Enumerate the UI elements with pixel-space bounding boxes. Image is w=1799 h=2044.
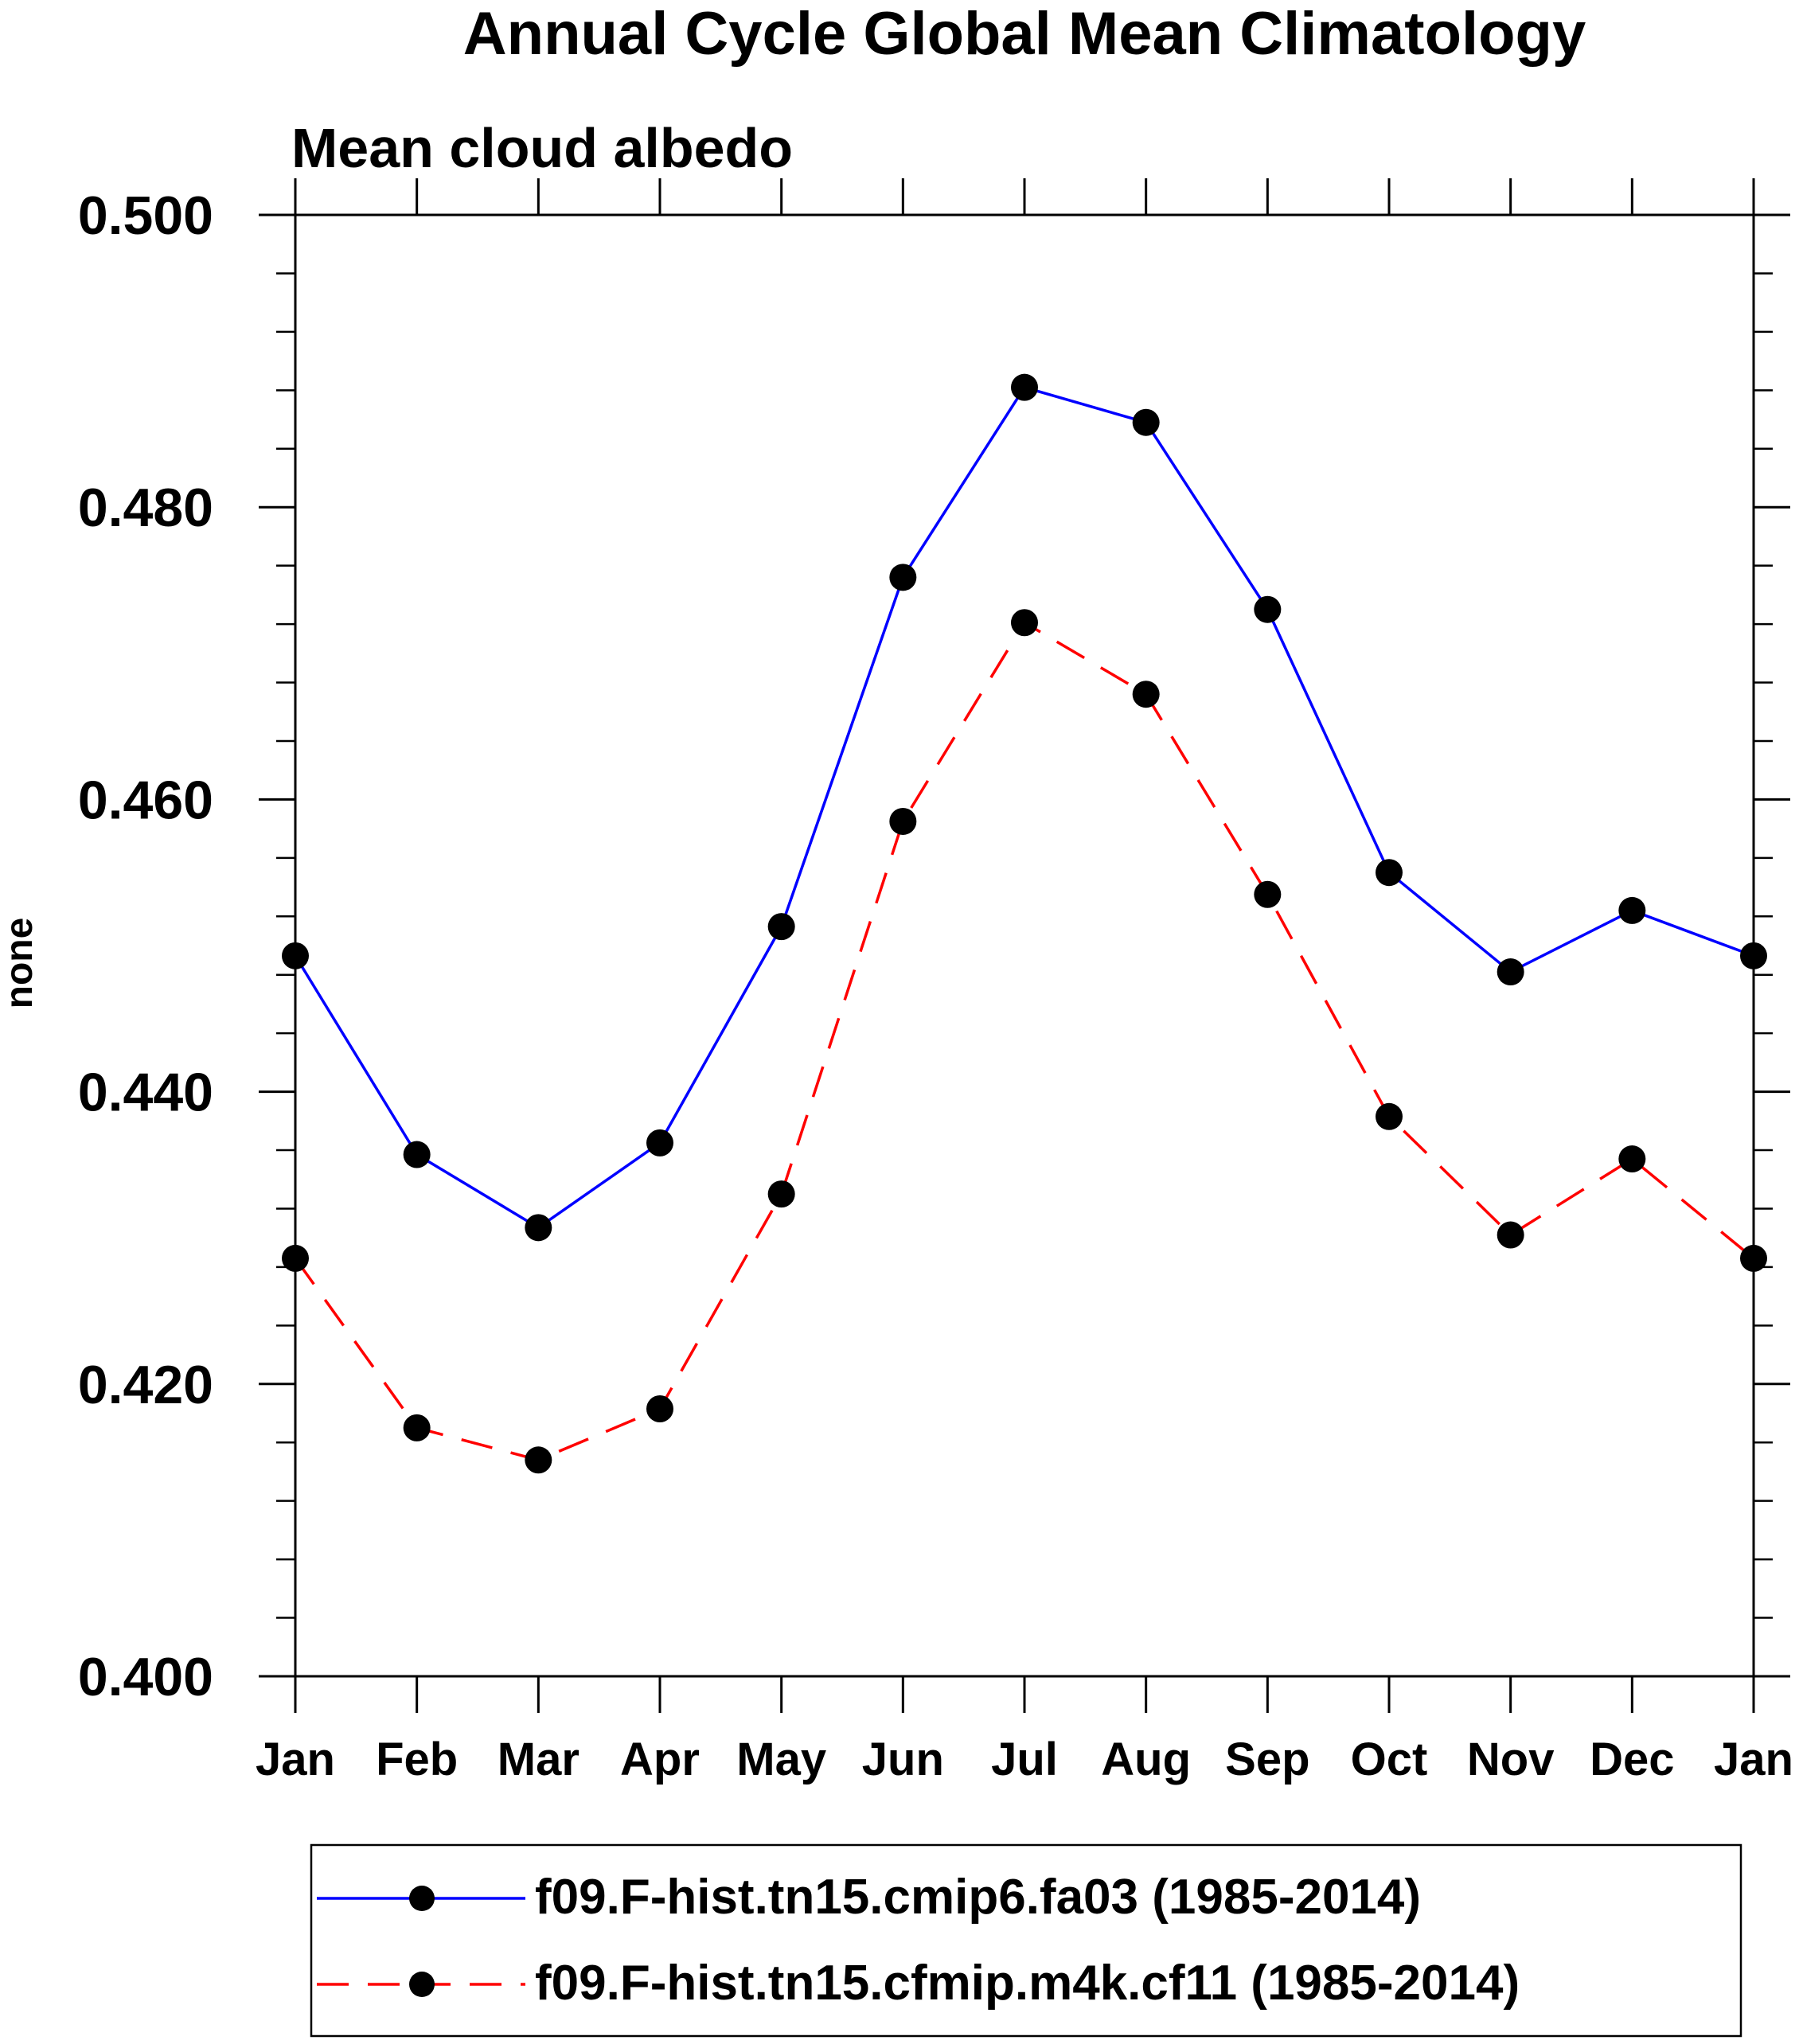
data-point-0 <box>403 1141 431 1168</box>
y-tick-label: 0.400 <box>78 1647 213 1707</box>
y-axis: 0.400 0.420 0.440 0.460 0.480 0.500 <box>78 185 1790 1707</box>
data-point-1 <box>1740 1244 1767 1272</box>
data-point-0 <box>1740 942 1767 969</box>
data-point-0 <box>282 942 309 969</box>
data-point-1 <box>1497 1221 1524 1249</box>
data-point-1 <box>282 1244 309 1272</box>
data-point-1 <box>1132 681 1160 708</box>
legend-marker-0 <box>409 1886 435 1911</box>
y-tick-label: 0.460 <box>78 770 213 830</box>
x-tick-label: Feb <box>376 1734 458 1785</box>
chart-subtitle: Mean cloud albedo <box>291 117 793 179</box>
series-layer <box>282 373 1767 1474</box>
x-tick-label: Sep <box>1225 1734 1309 1785</box>
data-point-1 <box>403 1414 431 1441</box>
y-tick-label: 0.480 <box>78 478 213 538</box>
x-tick-label: Aug <box>1101 1734 1191 1785</box>
x-tick-label: Jan <box>1714 1734 1793 1785</box>
x-tick-label: Jul <box>991 1734 1058 1785</box>
chart-title: Annual Cycle Global Mean Climatology <box>463 0 1586 68</box>
legend-marker-1 <box>409 1972 435 1997</box>
plot-frame <box>294 213 1755 1678</box>
data-point-0 <box>1376 859 1403 887</box>
data-point-1 <box>767 1180 795 1208</box>
series-line-1 <box>294 621 1755 1462</box>
legend-box <box>310 1843 1742 2038</box>
y-tick-label: 0.500 <box>78 185 213 246</box>
data-point-0 <box>1618 896 1646 924</box>
y-tick-label: 0.440 <box>78 1063 213 1123</box>
x-tick-label: Nov <box>1467 1734 1555 1785</box>
data-point-1 <box>1618 1145 1646 1173</box>
data-point-1 <box>889 807 917 835</box>
x-tick-label: Jun <box>862 1734 944 1785</box>
x-tick-label: Oct <box>1351 1734 1428 1785</box>
data-point-0 <box>646 1129 673 1157</box>
series-line-0 <box>294 385 1754 1230</box>
data-point-0 <box>889 564 917 591</box>
y-axis-label: none <box>0 918 41 1009</box>
x-tick-label: Dec <box>1590 1734 1674 1785</box>
x-tick-label: Jan <box>256 1734 335 1785</box>
data-point-1 <box>1011 609 1038 637</box>
x-axis: Jan Feb Mar Apr May Jun Jul Aug Sep Oct Nov Dec Jan <box>256 178 1793 1785</box>
data-point-0 <box>525 1214 552 1242</box>
data-point-0 <box>1254 595 1282 623</box>
legend-label-0: f09.F-hist.tn15.cmip6.fa03 (1985-2014) <box>535 1870 1421 1925</box>
y-tick-label: 0.420 <box>78 1355 213 1415</box>
x-tick-label: May <box>736 1734 826 1785</box>
data-point-1 <box>646 1395 673 1423</box>
data-point-0 <box>1011 373 1038 401</box>
data-point-0 <box>767 913 795 941</box>
data-point-1 <box>525 1446 552 1474</box>
legend: f09.F-hist.tn15.cmip6.fa03 (1985-2014) f… <box>310 1843 1742 2038</box>
data-point-0 <box>1497 958 1524 986</box>
data-point-1 <box>1376 1102 1403 1130</box>
x-tick-label: Apr <box>620 1734 700 1785</box>
x-tick-label: Mar <box>498 1734 580 1785</box>
data-point-1 <box>1254 880 1282 908</box>
data-point-0 <box>1132 408 1160 436</box>
legend-label-1: f09.F-hist.tn15.cfmip.m4k.cf11 (1985-201… <box>535 1956 1520 2011</box>
